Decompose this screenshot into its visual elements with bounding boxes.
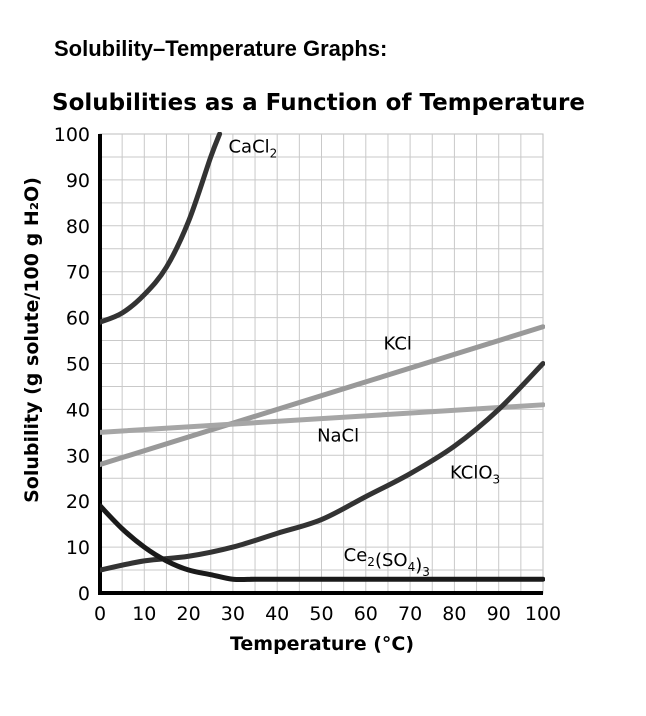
x-tick-label: 50 [309, 603, 333, 625]
chart-title: Solubilities as a Function of Temperatur… [52, 90, 585, 116]
series-line-2 [100, 402, 545, 435]
x-tick-label: 80 [442, 603, 466, 625]
x-tick-label: 70 [398, 603, 422, 625]
series-line-3 [100, 361, 545, 573]
series-label-1: KCl [384, 334, 412, 355]
x-tick-labels: 0 10 20 30 40 50 60 70 80 90 100 [94, 603, 561, 625]
y-tick-label: 20 [66, 491, 90, 513]
x-tick-label: 30 [221, 603, 245, 625]
x-tick-label: 100 [525, 603, 561, 625]
series-lines [100, 132, 545, 583]
series-line-4 [100, 503, 545, 583]
y-axis-label: Solubility (g solute/100 g H₂O) [21, 177, 43, 503]
y-tick-label: 70 [66, 262, 90, 284]
y-tick-label: 50 [66, 354, 90, 376]
x-tick-label: 10 [132, 603, 156, 625]
y-tick-label: 10 [66, 537, 90, 559]
x-tick-label: 60 [354, 603, 378, 625]
y-tick-label: 0 [78, 583, 90, 605]
series-label-2: NaCl [317, 426, 359, 447]
y-tick-label: 40 [66, 399, 90, 421]
grid [99, 133, 544, 594]
series-label-4: Ce2(SO4)3 [344, 545, 430, 579]
x-tick-label: 40 [265, 603, 289, 625]
x-axis-label: Temperature (°C) [230, 633, 414, 655]
series-line-1 [100, 324, 545, 467]
y-tick-label: 90 [66, 170, 90, 192]
page-heading: Solubility–Temperature Graphs: [54, 36, 388, 61]
series-labels: CaCl2 KCl NaCl KClO3 Ce2(SO4)3 [228, 136, 500, 579]
y-tick-labels: 0 10 20 30 40 50 60 70 80 90 100 [54, 124, 90, 605]
x-tick-label: 20 [177, 603, 201, 625]
series-line-0 [100, 132, 223, 325]
series-label-0: CaCl2 [228, 136, 277, 160]
axes [98, 134, 543, 595]
x-tick-label: 0 [94, 603, 106, 625]
series-label-3: KClO3 [450, 462, 500, 486]
y-tick-label: 80 [66, 216, 90, 238]
y-tick-label: 30 [66, 445, 90, 467]
y-tick-label: 100 [54, 124, 90, 146]
y-tick-label: 60 [66, 308, 90, 330]
x-tick-label: 90 [487, 603, 511, 625]
